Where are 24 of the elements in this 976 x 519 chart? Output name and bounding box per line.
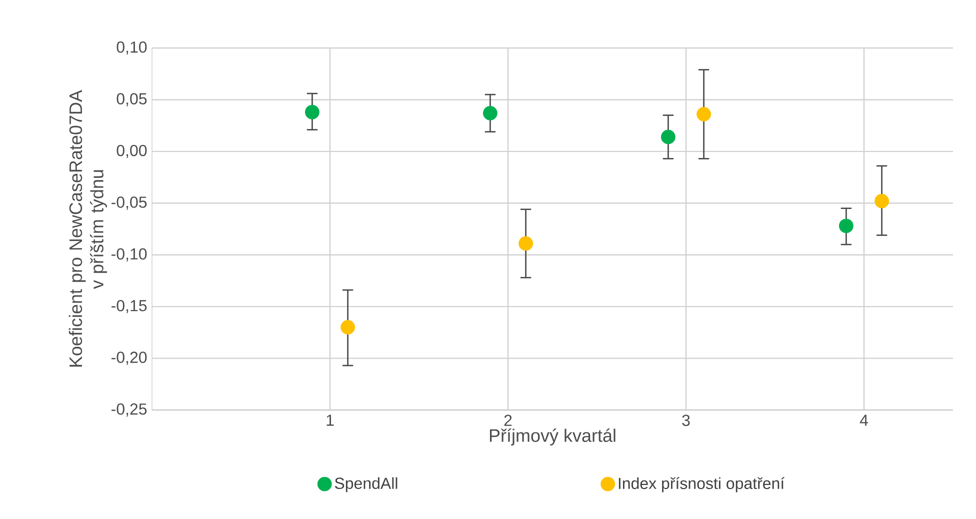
y-tick-label: 0,05	[116, 93, 147, 106]
y-axis-title: Koeficient pro NewCaseRate07DA v příštím týdnu	[68, 90, 108, 367]
legend-label: SpendAll	[334, 477, 398, 492]
point	[305, 104, 320, 120]
point	[696, 106, 712, 122]
point	[838, 218, 854, 234]
y-tick-label: 0,00	[116, 144, 147, 158]
y-tick-label: 0,10	[116, 41, 147, 55]
y-tick-label: -0,20	[112, 352, 147, 365]
point	[518, 236, 533, 251]
x-axis-title: Příjmový kvartál	[490, 428, 616, 446]
point	[661, 130, 676, 144]
point	[482, 106, 498, 120]
x-tick-label: 4	[860, 414, 868, 426]
legend-label: Index přísnosti opatření	[618, 477, 785, 492]
x-tick-label: 3	[682, 414, 690, 426]
point	[340, 320, 356, 334]
point	[874, 194, 889, 208]
y-tick-label: -0,10	[112, 248, 147, 262]
y-tick-label: -0,25	[112, 403, 147, 417]
y-tick-label: -0,15	[112, 300, 147, 314]
x-tick-label: 2	[504, 414, 512, 426]
x-tick-label: 1	[326, 414, 334, 426]
y-tick-label: -0,05	[112, 196, 147, 210]
